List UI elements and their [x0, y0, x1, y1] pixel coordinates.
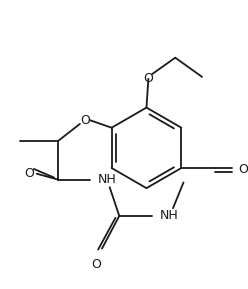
- Text: O: O: [91, 258, 101, 271]
- Text: O: O: [143, 72, 153, 85]
- Text: NH: NH: [98, 173, 117, 186]
- Text: NH: NH: [159, 210, 178, 223]
- Text: O: O: [238, 163, 248, 176]
- Text: O: O: [24, 167, 34, 180]
- Text: O: O: [80, 114, 90, 127]
